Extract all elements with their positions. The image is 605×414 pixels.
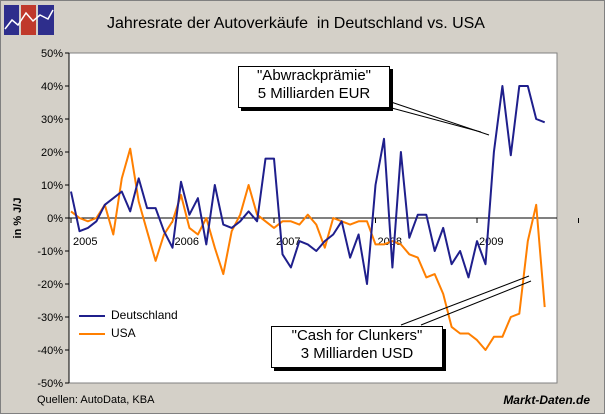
y-tick-label: 0% bbox=[47, 213, 63, 225]
y-tick-label: 40% bbox=[41, 81, 63, 93]
legend-label: USA bbox=[111, 326, 136, 340]
y-tick-label: -20% bbox=[37, 279, 63, 291]
brand-label: Markt-Daten.de bbox=[503, 393, 590, 407]
annotation-line: 5 Milliarden EUR bbox=[257, 85, 371, 102]
source-note: Quellen: AutoData, KBA bbox=[37, 394, 155, 406]
site-logo-icon bbox=[4, 5, 54, 35]
x-tick-label: 2005 bbox=[73, 236, 97, 248]
legend-item-deutschland: Deutschland bbox=[79, 308, 178, 322]
callout-lines bbox=[387, 100, 532, 326]
y-tick-label: 20% bbox=[41, 147, 63, 159]
y-tick-label: -10% bbox=[37, 246, 63, 258]
y-tick-label: -50% bbox=[37, 378, 63, 390]
annotation-abwrackpraemie: "Abwrackprämie" 5 Milliarden EUR bbox=[238, 66, 390, 108]
y-axis-label: in % J/J bbox=[12, 198, 24, 239]
annotation-line: "Abwrackprämie" bbox=[256, 67, 372, 84]
chart-title: Jahresrate der Autoverkäufe in Deutschla… bbox=[107, 15, 485, 32]
legend-swatch bbox=[79, 332, 105, 335]
y-tick-label: 50% bbox=[41, 48, 63, 60]
annotation-cash-for-clunkers: "Cash for Clunkers" 3 Milliarden USD bbox=[271, 326, 443, 368]
annotation-line: 3 Milliarden USD bbox=[300, 345, 414, 362]
x-tick-label: 2006 bbox=[175, 236, 199, 248]
callout-line bbox=[387, 106, 482, 133]
legend-label: Deutschland bbox=[111, 308, 178, 322]
y-tick-label: -40% bbox=[37, 345, 63, 357]
y-tick-label: -30% bbox=[37, 312, 63, 324]
annotation-line: "Cash for Clunkers" bbox=[291, 327, 423, 344]
callout-line bbox=[420, 280, 532, 326]
series-line-deutschland bbox=[70, 85, 546, 285]
legend-item-usa: USA bbox=[79, 326, 136, 340]
series-layer bbox=[70, 85, 546, 351]
callout-line bbox=[400, 275, 530, 326]
series-line-usa bbox=[70, 147, 546, 351]
legend-swatch bbox=[79, 314, 105, 317]
y-tick-label: 30% bbox=[41, 114, 63, 126]
y-tick-label: 10% bbox=[41, 180, 63, 192]
axes: 50% 40% 30% 20% 10% 0% -10% -20% -30% -40% -50% 200… bbox=[37, 48, 579, 390]
x-tick-label: 2009 bbox=[479, 236, 503, 248]
